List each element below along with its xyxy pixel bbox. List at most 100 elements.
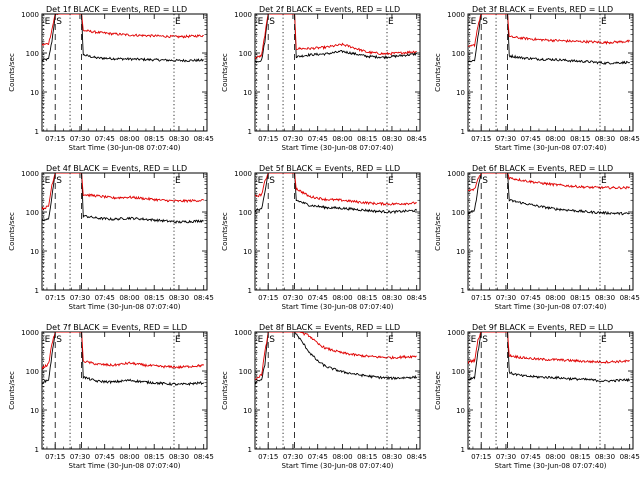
y-tick-label: 100 bbox=[239, 50, 252, 58]
series-line-events bbox=[468, 173, 630, 216]
event-marker-label: E bbox=[45, 176, 51, 186]
x-tick-label: 08:00 bbox=[332, 135, 352, 143]
x-tick-label: 07:30 bbox=[283, 453, 303, 461]
y-axis-label: Counts/sec bbox=[221, 371, 229, 410]
event-marker-label: E bbox=[258, 176, 264, 186]
chart-title: Det 9f BLACK = Events, RED = LLD bbox=[472, 323, 613, 332]
x-tick-label: 08:30 bbox=[595, 135, 615, 143]
plot-frame bbox=[467, 172, 634, 291]
event-marker-label: E bbox=[175, 176, 181, 186]
event-marker-label: E bbox=[258, 335, 264, 345]
x-tick-label: 07:45 bbox=[95, 294, 115, 302]
y-tick-label: 1 bbox=[248, 128, 252, 136]
y-tick-label: 1 bbox=[248, 446, 252, 454]
event-marker-label: S bbox=[56, 17, 62, 27]
y-tick-label: 100 bbox=[452, 368, 465, 376]
y-tick-label: 100 bbox=[26, 50, 39, 58]
plot-frame bbox=[254, 13, 421, 132]
series-line-events bbox=[468, 14, 630, 66]
x-tick-label: 07:45 bbox=[308, 135, 328, 143]
x-tick-label: 08:45 bbox=[620, 135, 640, 143]
x-tick-label: 08:00 bbox=[545, 135, 565, 143]
y-tick-label: 1000 bbox=[447, 329, 465, 337]
event-marker-label: E bbox=[388, 176, 394, 186]
y-tick-label: 1 bbox=[35, 287, 39, 295]
chart-panel-9: Det 9f BLACK = Events, RED = LLD 1 10 100 10… bbox=[434, 323, 640, 470]
event-marker-label: E bbox=[175, 335, 181, 345]
x-tick-label: 07:15 bbox=[258, 294, 278, 302]
x-tick-label: 08:30 bbox=[169, 135, 189, 143]
plot-frame bbox=[254, 172, 421, 291]
series-line-lld bbox=[468, 332, 630, 365]
x-tick-label: 08:45 bbox=[620, 294, 640, 302]
chart-title: Det 8f BLACK = Events, RED = LLD bbox=[259, 323, 400, 332]
x-tick-label: 08:45 bbox=[407, 453, 427, 461]
event-marker-label: S bbox=[269, 17, 275, 27]
event-marker-label: E bbox=[471, 176, 477, 186]
x-tick-label: 08:45 bbox=[194, 135, 214, 143]
chart-title: Det 4f BLACK = Events, RED = LLD bbox=[46, 164, 187, 173]
x-tick-label: 08:15 bbox=[570, 135, 590, 143]
x-tick-label: 07:30 bbox=[283, 135, 303, 143]
x-tick-label: 07:30 bbox=[70, 135, 90, 143]
x-tick-label: 07:15 bbox=[45, 294, 65, 302]
event-marker-label: E bbox=[471, 335, 477, 345]
y-tick-label: 1000 bbox=[234, 11, 252, 19]
x-tick-label: 08:15 bbox=[144, 135, 164, 143]
plot-frame bbox=[41, 13, 208, 132]
x-axis-label: Start Time (30-Jun-08 07:07:40) bbox=[69, 144, 181, 152]
x-tick-label: 07:15 bbox=[471, 135, 491, 143]
series-line-events bbox=[255, 332, 418, 385]
x-axis-label: Start Time (30-Jun-08 07:07:40) bbox=[495, 303, 607, 311]
event-marker-label: S bbox=[269, 335, 275, 345]
event-marker-label: S bbox=[482, 335, 488, 345]
x-tick-label: 08:30 bbox=[382, 135, 402, 143]
y-tick-label: 100 bbox=[239, 368, 252, 376]
event-marker-label: E bbox=[388, 335, 394, 345]
chart-panel-6: Det 6f BLACK = Events, RED = LLD 1 10 100 10… bbox=[434, 164, 640, 311]
event-marker-label: E bbox=[601, 17, 607, 27]
series-line-lld bbox=[42, 173, 205, 211]
chart-panel-2: Det 2f BLACK = Events, RED = LLD 1 10 100 10… bbox=[221, 5, 427, 152]
x-tick-label: 07:45 bbox=[308, 453, 328, 461]
x-tick-label: 08:15 bbox=[357, 453, 377, 461]
plot-frame bbox=[254, 331, 421, 450]
series-line-lld bbox=[255, 332, 417, 381]
chart-panel-1: Det 1f BLACK = Events, RED = LLD 1 10 100 10… bbox=[8, 5, 214, 152]
x-tick-label: 08:30 bbox=[169, 294, 189, 302]
y-tick-label: 1000 bbox=[21, 11, 39, 19]
event-marker-label: E bbox=[258, 17, 264, 27]
event-marker-label: E bbox=[601, 176, 607, 186]
x-tick-label: 08:45 bbox=[407, 294, 427, 302]
x-axis-label: Start Time (30-Jun-08 07:07:40) bbox=[282, 462, 394, 470]
plot-frame bbox=[41, 172, 208, 291]
x-tick-label: 08:30 bbox=[595, 294, 615, 302]
x-tick-label: 08:45 bbox=[194, 453, 214, 461]
series-line-lld bbox=[468, 14, 631, 48]
x-tick-label: 08:30 bbox=[382, 294, 402, 302]
event-marker-label: E bbox=[45, 17, 51, 27]
x-tick-label: 07:15 bbox=[471, 294, 491, 302]
x-tick-label: 08:00 bbox=[545, 453, 565, 461]
y-tick-label: 10 bbox=[243, 407, 252, 415]
x-tick-label: 08:15 bbox=[570, 453, 590, 461]
x-tick-label: 08:00 bbox=[332, 453, 352, 461]
x-tick-label: 08:15 bbox=[357, 294, 377, 302]
series-line-lld bbox=[42, 14, 204, 46]
x-tick-label: 07:15 bbox=[258, 453, 278, 461]
event-marker-label: S bbox=[482, 176, 488, 186]
event-marker-label: E bbox=[601, 335, 607, 345]
event-marker-label: S bbox=[269, 176, 275, 186]
series-line-events bbox=[255, 173, 418, 215]
x-tick-label: 08:00 bbox=[119, 294, 139, 302]
series-line-lld bbox=[255, 173, 417, 207]
x-tick-label: 07:30 bbox=[70, 294, 90, 302]
y-tick-label: 1000 bbox=[21, 170, 39, 178]
y-tick-label: 10 bbox=[456, 248, 465, 256]
series-line-events bbox=[255, 14, 417, 64]
y-tick-label: 10 bbox=[243, 89, 252, 97]
y-tick-label: 1 bbox=[35, 128, 39, 136]
x-axis-label: Start Time (30-Jun-08 07:07:40) bbox=[495, 144, 607, 152]
x-tick-label: 07:45 bbox=[95, 135, 115, 143]
